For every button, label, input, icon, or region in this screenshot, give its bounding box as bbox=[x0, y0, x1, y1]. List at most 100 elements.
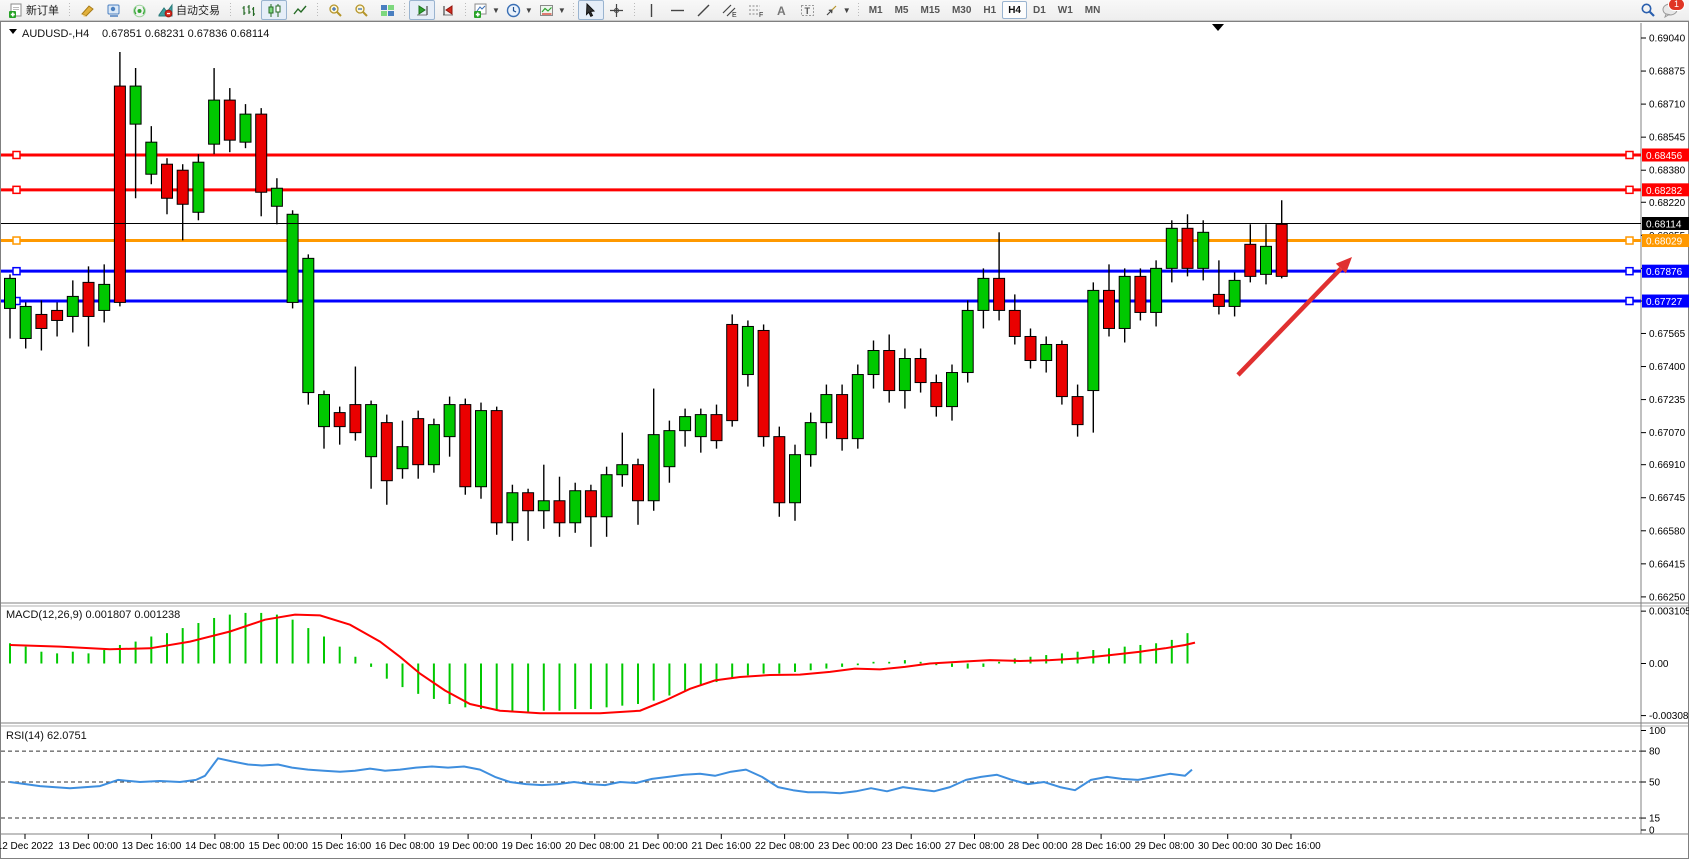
templates-button[interactable]: ▼ bbox=[536, 0, 569, 20]
candle bbox=[1212, 293, 1225, 307]
trend-arrow-shaft[interactable] bbox=[1236, 266, 1343, 377]
chart-bars-button[interactable] bbox=[235, 0, 261, 20]
chart-shift-marker[interactable] bbox=[1212, 24, 1224, 31]
auto-scroll-button[interactable] bbox=[409, 0, 435, 20]
notifications-button[interactable]: 1 bbox=[1661, 0, 1685, 18]
timeframe-m30[interactable]: M30 bbox=[951, 4, 972, 16]
zoom-in-button[interactable] bbox=[322, 0, 348, 20]
timeframe-h1[interactable]: H1 bbox=[983, 4, 997, 16]
candle bbox=[255, 113, 268, 193]
autotrade-button[interactable]: 自动交易 bbox=[152, 0, 226, 20]
time-axis-label: 13 Dec 16:00 bbox=[122, 841, 182, 852]
chevron-down-icon: ▼ bbox=[842, 5, 851, 15]
candle bbox=[1118, 275, 1131, 329]
macd-signal-line bbox=[9, 613, 1196, 715]
arrows-button[interactable]: ▼ bbox=[821, 0, 854, 20]
price-line-badge-label: 0.68114 bbox=[1646, 219, 1682, 230]
candle bbox=[1024, 335, 1037, 362]
candle bbox=[475, 410, 487, 488]
toolbar-separator bbox=[315, 2, 320, 18]
line-anchor-marker[interactable] bbox=[1625, 266, 1634, 276]
fibonacci-button[interactable]: F bbox=[743, 0, 769, 20]
timeframe-d1[interactable]: D1 bbox=[1033, 4, 1046, 16]
chart-shift-button[interactable] bbox=[435, 0, 461, 20]
price-line-badge-label: 0.67727 bbox=[1646, 297, 1683, 308]
chart-candles-button[interactable] bbox=[261, 0, 287, 20]
tile-windows-button[interactable] bbox=[374, 0, 400, 20]
zoom-out-icon bbox=[354, 3, 368, 17]
time-axis-label: 12 Dec 2022 bbox=[0, 841, 54, 852]
candle bbox=[757, 329, 770, 438]
macd-tick-label: 0.00 bbox=[1649, 659, 1669, 670]
price-line-badge bbox=[1642, 264, 1689, 278]
timeframe-m15[interactable]: M15 bbox=[920, 4, 940, 16]
timeframe-mn[interactable]: MN bbox=[1084, 4, 1101, 16]
rsi-tick-label: 15 bbox=[1649, 814, 1661, 825]
symbol-dropdown-icon[interactable] bbox=[9, 29, 17, 34]
text-button[interactable]: A bbox=[769, 0, 795, 20]
time-axis-label: 23 Dec 00:00 bbox=[818, 841, 878, 852]
candle bbox=[851, 374, 864, 440]
candle bbox=[537, 500, 550, 512]
time-axis-label: 28 Dec 16:00 bbox=[1071, 841, 1131, 852]
indicators-button[interactable]: ▼ bbox=[470, 0, 503, 20]
cursor-button[interactable] bbox=[577, 0, 604, 20]
line-anchor-marker[interactable] bbox=[1625, 236, 1634, 245]
candle bbox=[663, 430, 676, 468]
price-tick-label: 0.67070 bbox=[1649, 428, 1686, 439]
toolbar-separator bbox=[463, 2, 468, 18]
candle bbox=[710, 414, 723, 442]
time-axis-label: 27 Dec 08:00 bbox=[945, 841, 1005, 852]
line-anchor-marker[interactable] bbox=[12, 266, 21, 276]
svg-text:A: A bbox=[777, 4, 786, 18]
publish-button[interactable] bbox=[100, 0, 126, 20]
price-tick-label: 0.66580 bbox=[1649, 526, 1686, 537]
line-anchor-marker[interactable] bbox=[1625, 296, 1634, 306]
timeframe-h4[interactable]: H4 bbox=[1002, 1, 1027, 19]
trend-arrow-head[interactable] bbox=[1335, 257, 1352, 274]
search-icon bbox=[1641, 3, 1655, 17]
new-order-button[interactable]: 新订单 bbox=[2, 0, 65, 20]
chart-window-frame bbox=[0, 21, 1689, 859]
chart-line-button[interactable] bbox=[287, 0, 313, 20]
rsi-tick-label: 80 bbox=[1649, 747, 1661, 758]
time-axis-label: 19 Dec 16:00 bbox=[502, 841, 562, 852]
time-axis-label: 15 Dec 00:00 bbox=[248, 841, 308, 852]
candle bbox=[616, 464, 629, 476]
line-anchor-marker[interactable] bbox=[1625, 150, 1634, 160]
candle bbox=[82, 281, 95, 317]
timeframe-m5[interactable]: M5 bbox=[894, 4, 909, 16]
timeframe-w1[interactable]: W1 bbox=[1057, 4, 1073, 16]
zoom-in-icon bbox=[328, 3, 342, 17]
auto-scroll-icon bbox=[416, 4, 428, 15]
signals-button[interactable] bbox=[126, 0, 152, 20]
periods-button[interactable]: ▼ bbox=[503, 0, 536, 20]
price-line-badge bbox=[1642, 148, 1689, 162]
channel-button[interactable]: E bbox=[717, 0, 743, 20]
crosshair-button[interactable] bbox=[604, 0, 630, 20]
horizontal-line-button[interactable] bbox=[665, 0, 691, 20]
vertical-line-button[interactable] bbox=[639, 0, 665, 20]
line-anchor-marker[interactable] bbox=[1625, 185, 1634, 195]
timeframe-m1[interactable]: M1 bbox=[868, 4, 883, 16]
zoom-out-button[interactable] bbox=[348, 0, 374, 20]
candle bbox=[914, 358, 927, 384]
equidistant-channel-icon: E bbox=[722, 4, 737, 18]
svg-text:T: T bbox=[805, 6, 811, 16]
line-anchor-marker[interactable] bbox=[12, 185, 21, 195]
candle bbox=[773, 436, 786, 504]
line-anchor-marker[interactable] bbox=[12, 150, 21, 160]
candle bbox=[427, 424, 440, 466]
trendline-button[interactable] bbox=[691, 0, 717, 20]
price-tick-label: 0.66910 bbox=[1649, 460, 1686, 471]
text-label-button[interactable]: T bbox=[795, 0, 821, 20]
candle bbox=[679, 416, 692, 432]
candle bbox=[946, 372, 958, 408]
publish-icon bbox=[107, 4, 119, 17]
trendline-icon bbox=[697, 4, 710, 16]
line-anchor-marker[interactable] bbox=[12, 236, 21, 245]
search-button[interactable] bbox=[1635, 0, 1661, 20]
styles-button[interactable] bbox=[74, 0, 100, 20]
candle bbox=[333, 412, 346, 428]
